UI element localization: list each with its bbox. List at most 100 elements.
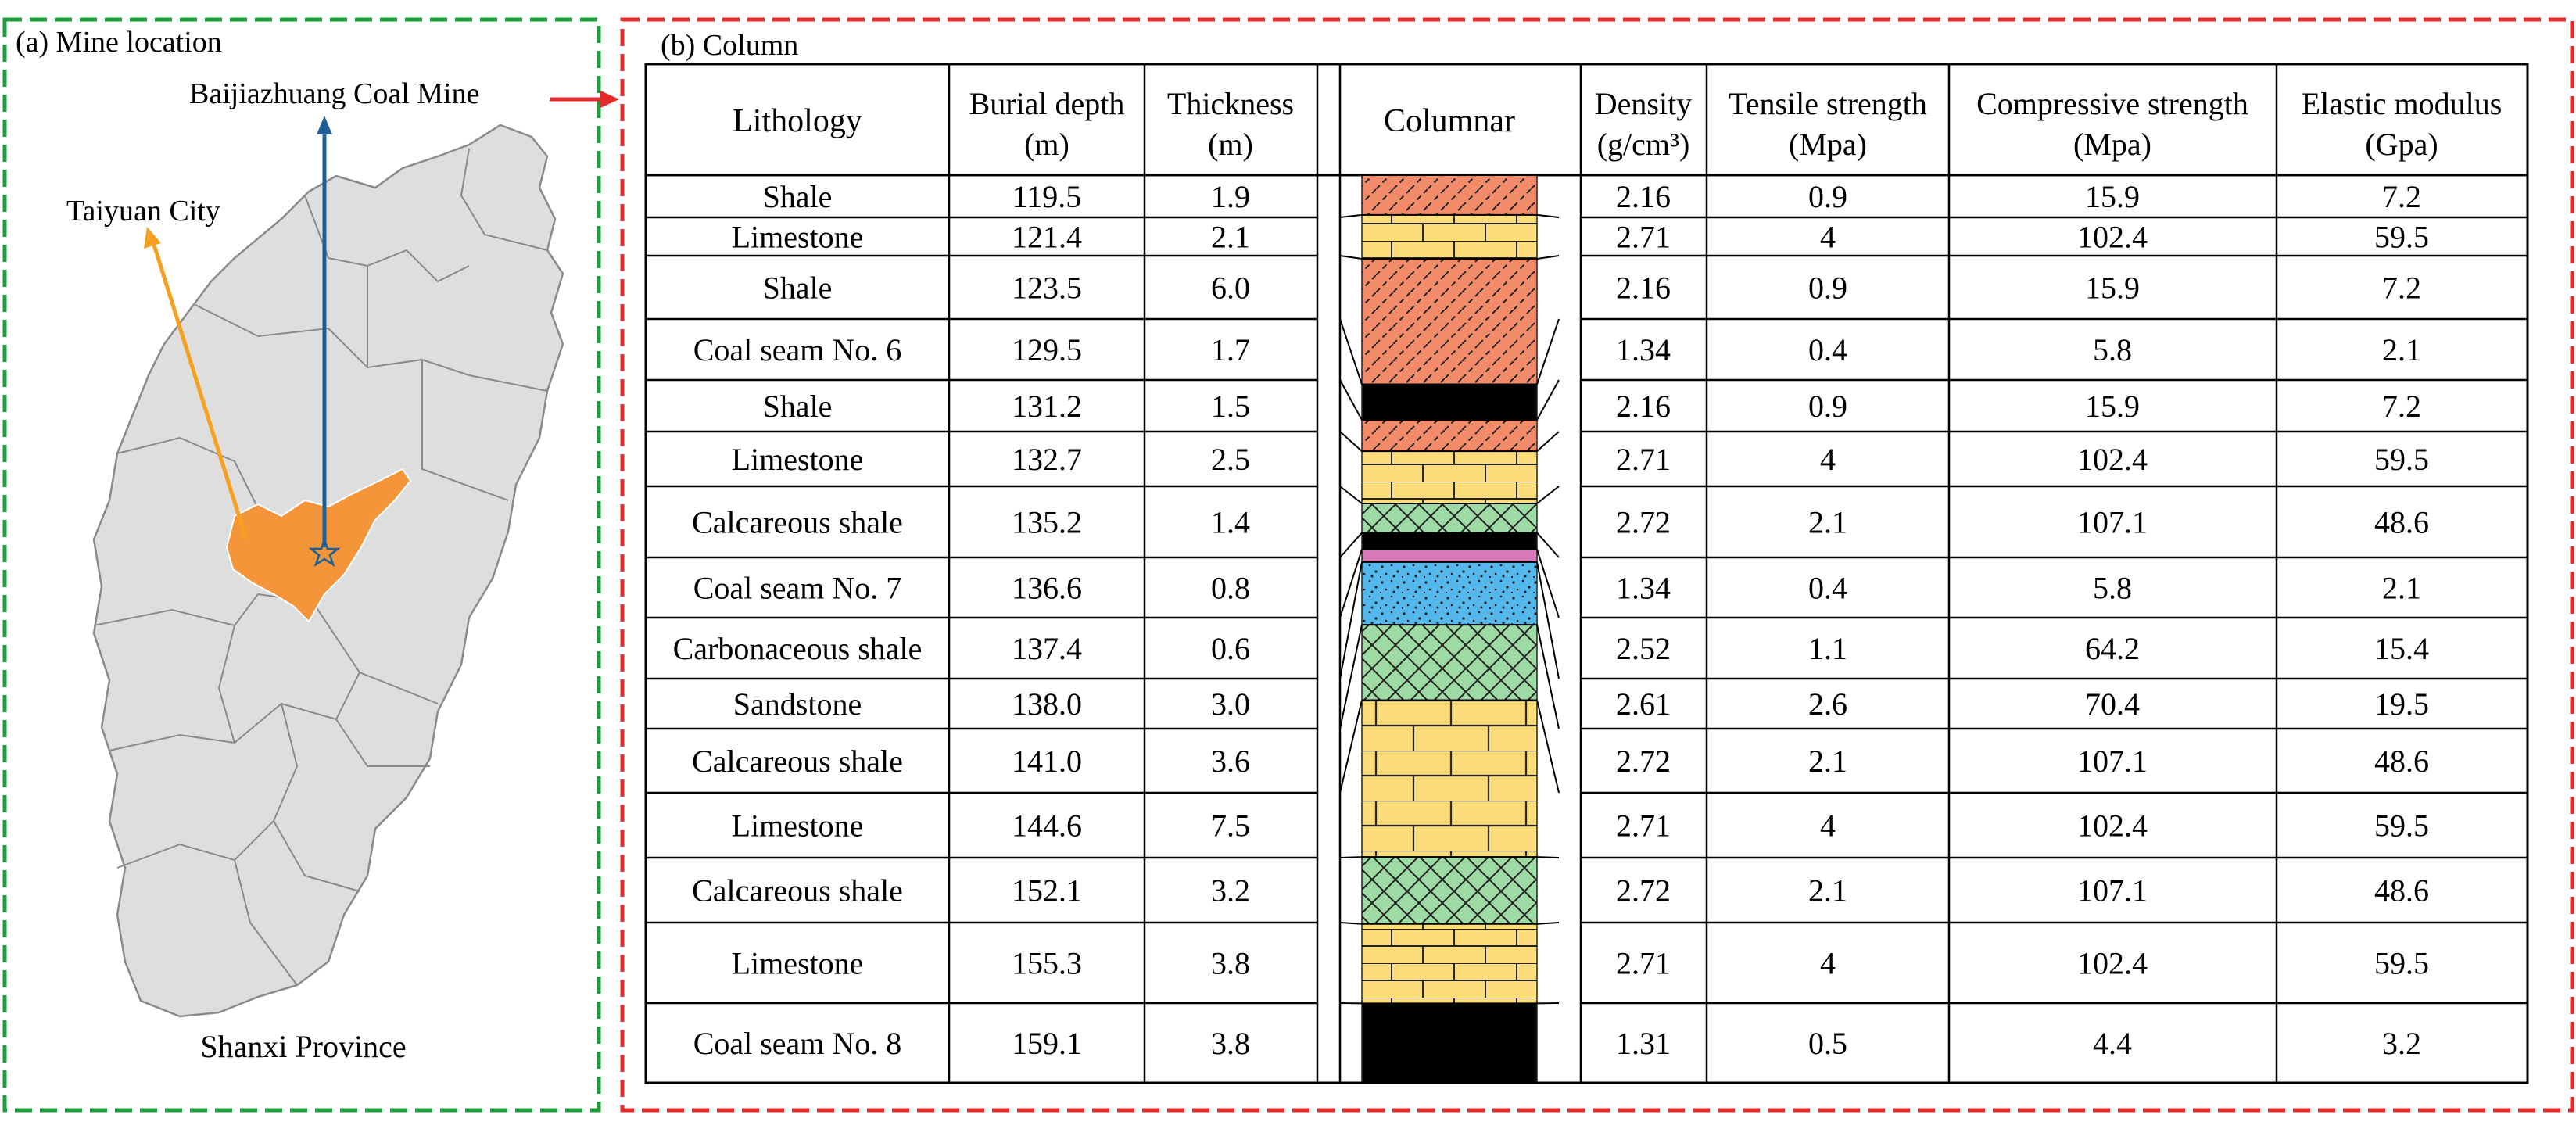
mine-label: Baijiazhuang Coal Mine (189, 77, 479, 110)
fan-line-left (1339, 532, 1363, 558)
header-columnar: Columnar (1384, 103, 1515, 139)
header-elastic-unit: (Gpa) (2365, 127, 2438, 162)
fan-line-left (1339, 213, 1363, 218)
cell-thickness: 3.2 (1211, 873, 1250, 908)
fan-line-right (1536, 431, 1560, 452)
cell-thickness: 3.8 (1211, 946, 1250, 981)
cell-elastic: 2.1 (2382, 571, 2421, 606)
cell-density: 2.16 (1616, 179, 1671, 214)
cell-density: 1.31 (1616, 1026, 1671, 1061)
panel-b: (b) Column Lithology Burial depth (m) Thick… (620, 17, 2574, 1113)
fan-line-left (1339, 486, 1363, 504)
cell-elastic: 59.5 (2374, 220, 2429, 255)
fan-line-right (1536, 379, 1560, 421)
cell-elastic: 48.6 (2374, 744, 2429, 779)
cell-thickness: 0.6 (1211, 631, 1250, 666)
fan-line-left (1339, 431, 1363, 452)
column-layer-coal (1361, 532, 1538, 550)
cell-elastic: 7.2 (2382, 271, 2421, 306)
cell-elastic: 59.5 (2374, 946, 2429, 981)
cell-tensile: 2.6 (1808, 686, 1847, 722)
cell-density: 1.34 (1616, 571, 1671, 606)
header-burial-depth: Burial depth (969, 86, 1125, 121)
cell-tensile: 4 (1820, 946, 1836, 981)
cell-thickness: 1.4 (1211, 505, 1250, 540)
shanxi-map (92, 124, 564, 1018)
cell-depth: 159.1 (1012, 1026, 1082, 1061)
cell-depth: 141.0 (1012, 744, 1082, 779)
cell-density: 2.72 (1616, 505, 1671, 540)
panel-b-frame (620, 17, 2574, 1113)
fan-line-right (1536, 561, 1560, 679)
fan-line-right (1536, 532, 1560, 558)
fan-line-right (1536, 922, 1560, 925)
fan-line-right (1536, 856, 1560, 858)
cell-thickness: 0.8 (1211, 571, 1250, 606)
cell-lithology: Limestone (732, 808, 864, 844)
header-density-unit: (g/cm³) (1597, 127, 1690, 162)
cell-lithology: Calcareous shale (692, 505, 903, 540)
panel-a-frame (2, 17, 601, 1113)
column-layer-carbonaceous-shale (1361, 549, 1538, 563)
fan-line-left (1339, 318, 1363, 385)
cell-elastic: 48.6 (2374, 873, 2429, 908)
panel-a-title: (a) Mine location (16, 26, 222, 59)
cell-compressive: 107.1 (2077, 873, 2148, 908)
column-layer-calcareous-shale (1361, 503, 1538, 534)
cell-tensile: 0.9 (1808, 271, 1847, 306)
header-thickness: Thickness (1167, 86, 1294, 121)
cell-density: 2.72 (1616, 744, 1671, 779)
cell-compressive: 107.1 (2077, 505, 2148, 540)
cell-density: 2.71 (1616, 442, 1671, 477)
panel-a: (a) Mine location (2, 17, 601, 1113)
cell-thickness: 3.8 (1211, 1026, 1250, 1061)
columnar-section (1361, 174, 1538, 1084)
cell-lithology: Shale (763, 179, 833, 214)
cell-density: 2.16 (1616, 271, 1671, 306)
cell-lithology: Limestone (732, 220, 864, 255)
cell-tensile: 0.4 (1808, 571, 1847, 606)
cell-elastic: 59.5 (2374, 442, 2429, 477)
province-label: Shanxi Province (200, 1029, 406, 1064)
fan-line-left (1339, 856, 1363, 858)
cell-density: 2.71 (1616, 808, 1671, 844)
fan-line-left (1339, 561, 1363, 679)
header-tensile: Tensile strength (1729, 86, 1927, 121)
cell-depth: 137.4 (1012, 631, 1082, 666)
cell-depth: 136.6 (1012, 571, 1082, 606)
cell-tensile: 2.1 (1808, 744, 1847, 779)
cell-tensile: 4 (1820, 442, 1836, 477)
header-burial-depth-unit: (m) (1024, 127, 1069, 162)
city-pointer (144, 227, 249, 540)
table-grid (644, 63, 2529, 1084)
cell-lithology: Coal seam No. 7 (693, 571, 902, 606)
cell-lithology: Shale (763, 271, 833, 306)
cell-depth: 152.1 (1012, 873, 1082, 908)
cell-depth: 121.4 (1012, 220, 1082, 255)
header-elastic: Elastic modulus (2302, 86, 2503, 121)
cell-compressive: 70.4 (2085, 686, 2140, 722)
mine-arrow-head (317, 116, 332, 134)
cell-elastic: 7.2 (2382, 389, 2421, 424)
city-arrow-head (144, 227, 161, 249)
cell-compressive: 15.9 (2085, 179, 2140, 214)
cell-thickness: 1.9 (1211, 179, 1250, 214)
fan-line-left (1339, 549, 1363, 618)
county-borders (93, 148, 548, 986)
cell-density: 2.16 (1616, 389, 1671, 424)
cell-thickness: 3.0 (1211, 686, 1250, 722)
cell-elastic: 3.2 (2382, 1026, 2421, 1061)
column-layer-shale (1361, 419, 1538, 452)
header-compressive-unit: (Mpa) (2073, 127, 2151, 162)
cell-compressive: 102.4 (2077, 220, 2148, 255)
fan-line-right (1536, 486, 1560, 504)
fan-line-left (1339, 624, 1363, 729)
column-layer-limestone (1361, 214, 1538, 260)
connector-arrow-head (600, 91, 619, 108)
cell-compressive: 102.4 (2077, 442, 2148, 477)
fan-line-left (1339, 255, 1363, 260)
cell-compressive: 15.9 (2085, 271, 2140, 306)
cell-compressive: 64.2 (2085, 631, 2140, 666)
cell-tensile: 4 (1820, 808, 1836, 844)
